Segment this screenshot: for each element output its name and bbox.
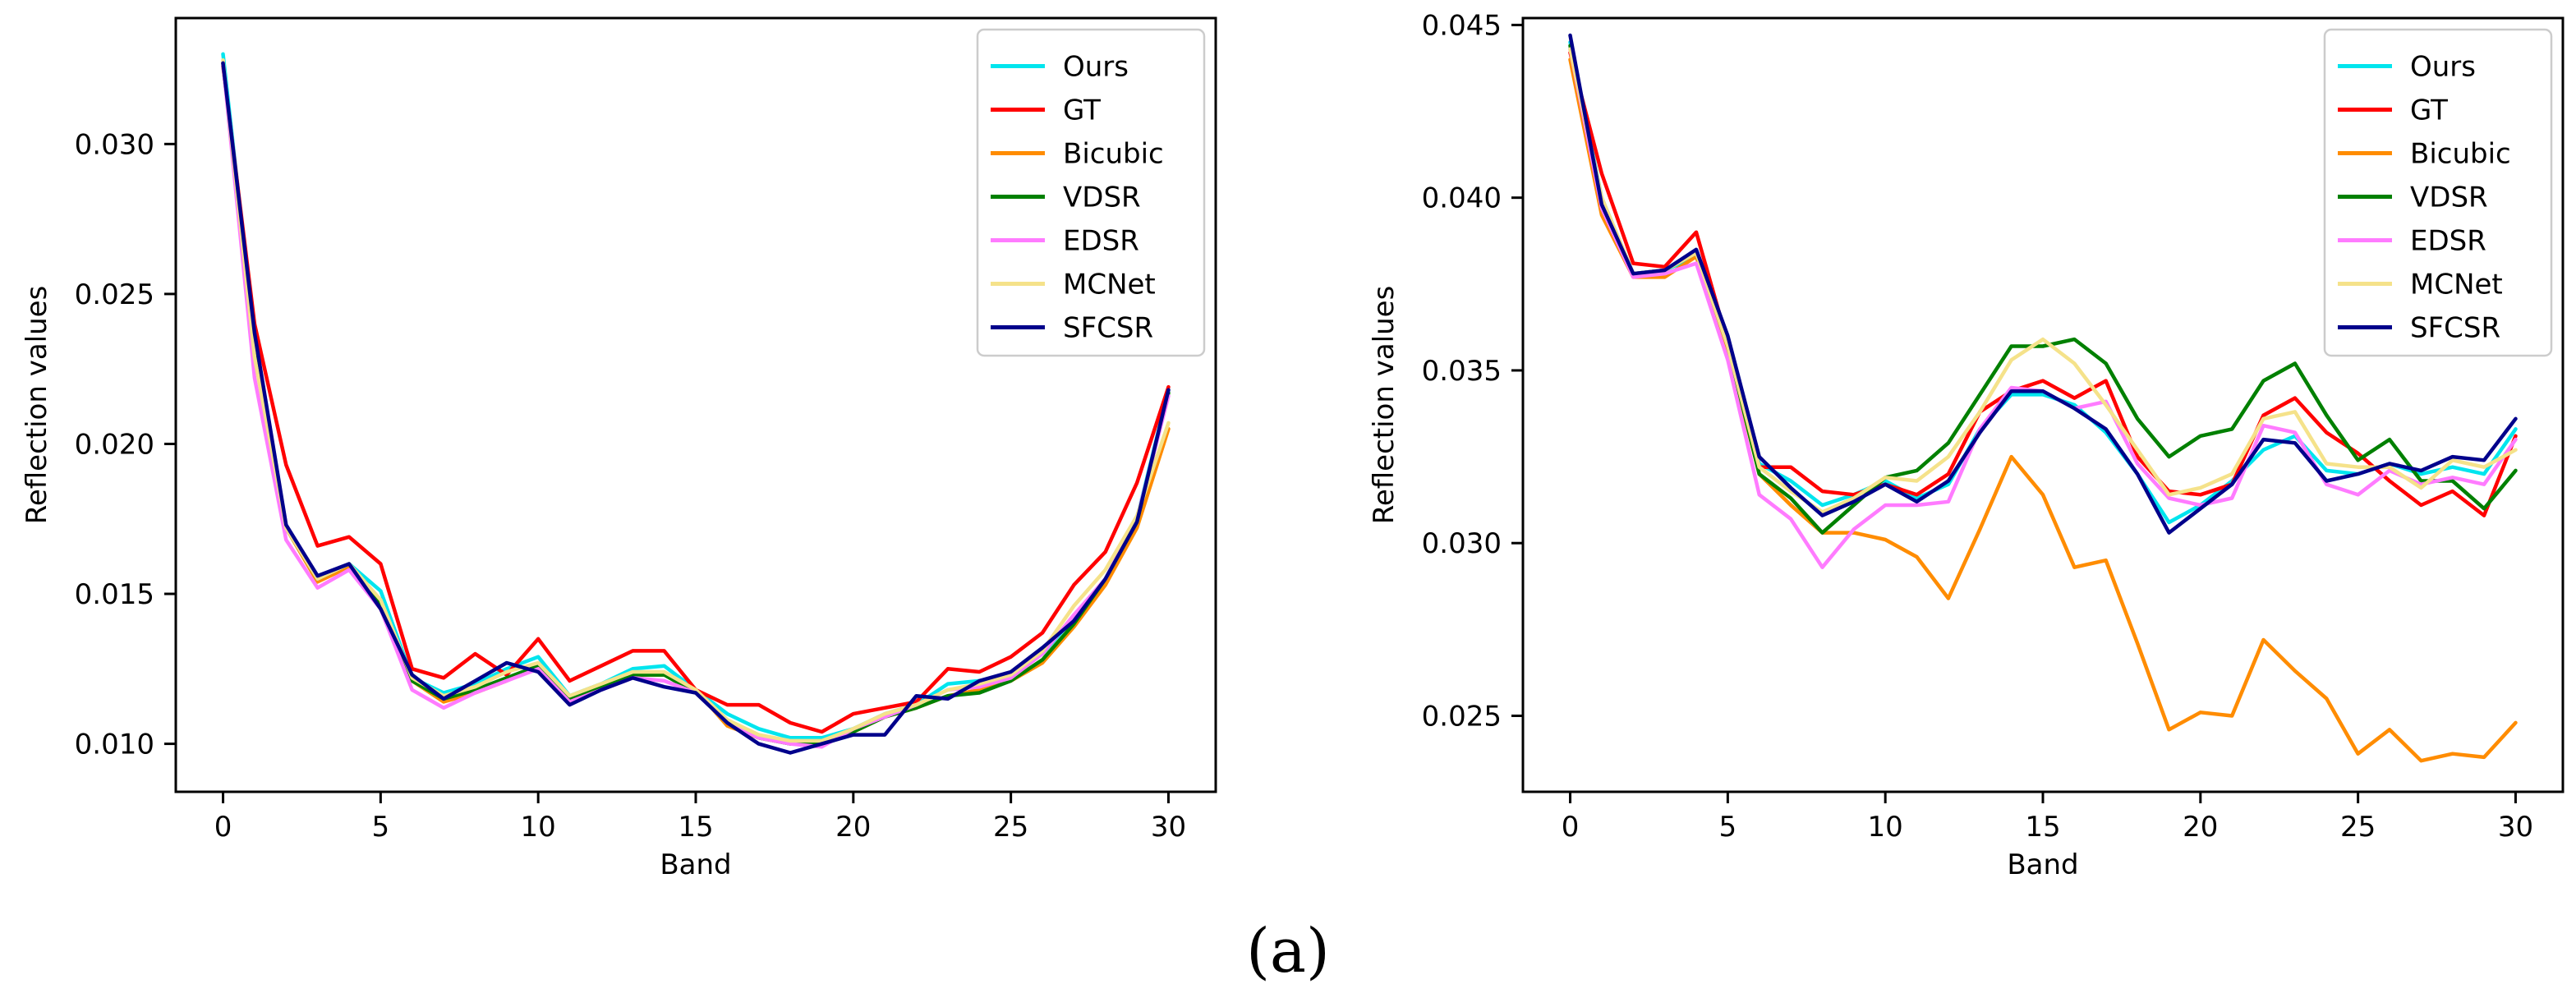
legend-label: Bicubic <box>1063 138 1164 171</box>
legend-label: MCNet <box>2410 269 2503 301</box>
x-axis-label: Band <box>660 848 731 881</box>
y-axis-label: Reflection values <box>1368 286 1401 525</box>
legend-label: GT <box>1063 94 1101 127</box>
x-tick-label: 5 <box>372 811 390 844</box>
legend-label: VDSR <box>1063 182 1141 214</box>
x-tick-label: 25 <box>993 811 1028 844</box>
x-tick-label: 20 <box>2183 811 2218 844</box>
legend-label: VDSR <box>2410 182 2488 214</box>
y-tick-label: 0.020 <box>75 428 154 461</box>
x-tick-label: 30 <box>2498 811 2533 844</box>
x-tick-label: 0 <box>1562 811 1580 844</box>
plot-area <box>1568 33 2518 763</box>
legend-label: Ours <box>1063 51 1129 84</box>
x-tick-label: 25 <box>2340 811 2376 844</box>
plot-frame <box>174 16 1217 793</box>
x-tick-label: 10 <box>1868 811 1903 844</box>
x-tick-label: 15 <box>678 811 713 844</box>
y-tick-label: 0.015 <box>75 578 154 611</box>
legend-label: EDSR <box>2410 225 2486 258</box>
legend: Ours GT Bicubic VDSR EDSR MCNet SFCSR <box>976 28 1206 357</box>
x-tick-label: 30 <box>1151 811 1186 844</box>
y-tick-label: 0.030 <box>1422 527 1502 560</box>
y-tick-label: 0.025 <box>75 278 154 311</box>
y-tick-label: 0.045 <box>1422 9 1502 42</box>
series-line-sfcsr <box>221 61 1171 755</box>
legend-label: GT <box>2410 94 2448 127</box>
series-line-mcnet <box>221 57 1171 743</box>
legend-label: Ours <box>2410 51 2476 84</box>
plot-frame <box>1521 16 2564 793</box>
legend-label: MCNet <box>1063 269 1156 301</box>
series-line-mcnet <box>1568 47 2518 514</box>
series-line-sfcsr <box>1568 33 2518 535</box>
legend: Ours GT Bicubic VDSR EDSR MCNet SFCSR <box>2323 28 2553 357</box>
x-tick-label: 10 <box>521 811 556 844</box>
x-tick-label: 15 <box>2025 811 2060 844</box>
x-tick-label: 0 <box>214 811 232 844</box>
legend-label: Bicubic <box>2410 138 2511 171</box>
y-tick-label: 0.025 <box>1422 700 1502 733</box>
y-tick-label: 0.010 <box>75 729 154 761</box>
plot-area <box>221 52 1171 755</box>
legend-label: EDSR <box>1063 225 1139 258</box>
figure-caption: (a) <box>1246 916 1330 986</box>
x-tick-label: 5 <box>1719 811 1737 844</box>
x-axis-label: Band <box>2007 848 2078 881</box>
y-tick-label: 0.035 <box>1422 355 1502 388</box>
y-axis-label: Reflection values <box>21 286 53 525</box>
legend-label: SFCSR <box>2410 312 2500 345</box>
x-tick-label: 20 <box>835 811 871 844</box>
y-tick-label: 0.040 <box>1422 182 1502 215</box>
y-tick-label: 0.030 <box>75 128 154 161</box>
legend-label: SFCSR <box>1063 312 1153 345</box>
